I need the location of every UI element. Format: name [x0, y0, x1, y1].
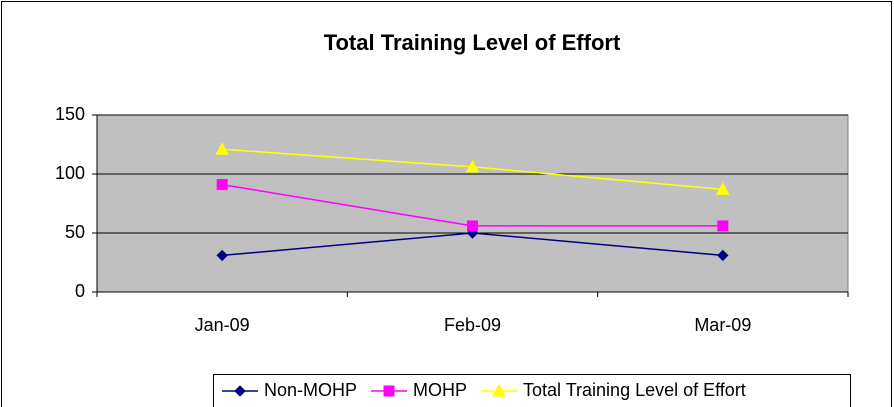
- x-tick-label: Feb-09: [444, 315, 501, 335]
- marker: [467, 220, 478, 232]
- marker: [383, 385, 395, 397]
- legend-label: Total Training Level of Effort: [523, 380, 746, 400]
- marker: [717, 220, 729, 232]
- marker: [717, 249, 729, 262]
- x-tick-label: Mar-09: [694, 315, 751, 335]
- chart-title: Total Training Level of Effort: [324, 30, 621, 55]
- x-tick-label: Jan-09: [195, 315, 250, 335]
- marker: [216, 179, 228, 191]
- marker: [715, 182, 730, 195]
- legend: [213, 374, 851, 407]
- y-tick-label: 50: [65, 222, 85, 242]
- marker: [234, 385, 246, 397]
- marker: [216, 249, 228, 262]
- marker: [492, 383, 506, 397]
- plot-area: [96, 114, 849, 293]
- y-tick-label: 150: [55, 104, 85, 124]
- legend-label: MOHP: [413, 380, 467, 400]
- marker: [215, 142, 230, 155]
- legend-label: Non-MOHP: [264, 380, 357, 400]
- y-tick-label: 0: [75, 281, 85, 301]
- y-tick-label: 100: [55, 163, 85, 183]
- marker: [465, 159, 480, 173]
